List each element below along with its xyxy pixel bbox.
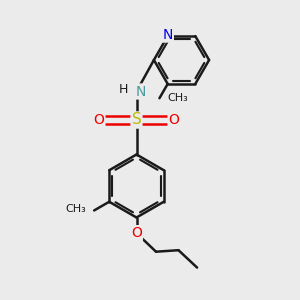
Text: CH₃: CH₃ xyxy=(65,204,86,214)
Text: N: N xyxy=(136,85,146,98)
Text: O: O xyxy=(131,226,142,240)
Text: CH₃: CH₃ xyxy=(168,93,189,103)
Text: O: O xyxy=(94,113,104,127)
Text: H: H xyxy=(119,83,129,96)
Text: S: S xyxy=(132,112,141,128)
Text: O: O xyxy=(169,113,179,127)
Text: N: N xyxy=(163,28,173,42)
